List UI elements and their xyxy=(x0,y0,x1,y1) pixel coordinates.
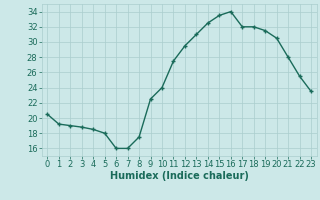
X-axis label: Humidex (Indice chaleur): Humidex (Indice chaleur) xyxy=(110,171,249,181)
